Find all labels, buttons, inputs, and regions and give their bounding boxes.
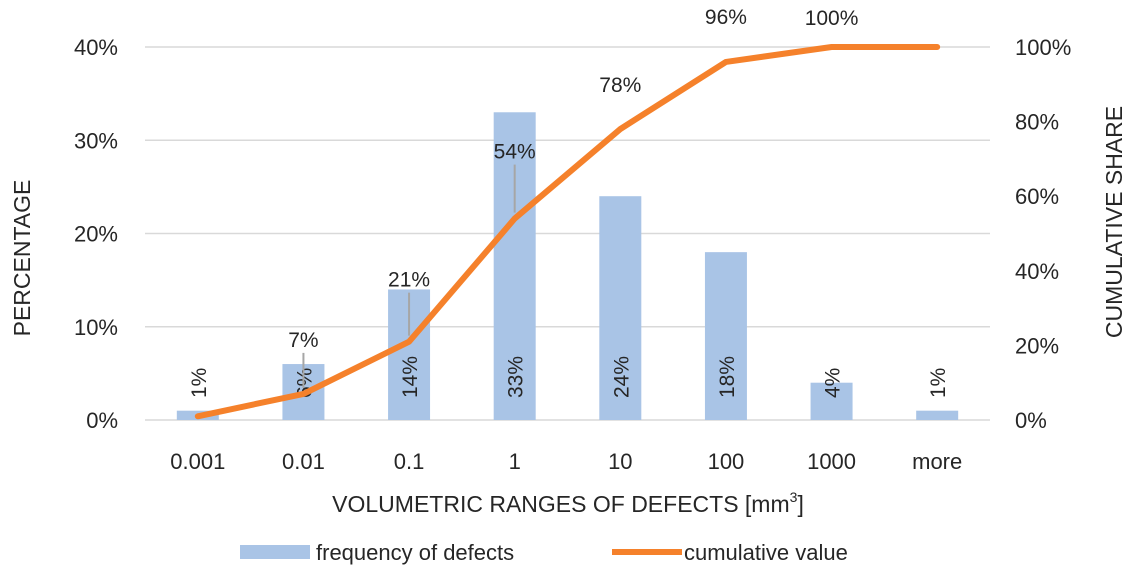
y-axis-left: 0% 10% 20% 30% 40% <box>74 35 118 433</box>
x-tick-label: 100 <box>708 449 745 474</box>
bar-data-label: 1% <box>188 368 211 398</box>
bar-data-labels: 1% 6% 14% 33% 24% 18% 4% 1% <box>188 356 950 398</box>
x-axis-title: VOLUMETRIC RANGES OF DEFECTS [mm3] <box>332 489 804 517</box>
bar <box>599 196 642 420</box>
cumulative-data-label: 78% <box>599 74 641 97</box>
bar-data-label: 14% <box>399 356 422 398</box>
y-right-tick-label: 0% <box>1015 408 1047 433</box>
x-tick-label: 1000 <box>807 449 856 474</box>
x-tick-label: 0.1 <box>394 449 425 474</box>
y-right-tick-label: 20% <box>1015 333 1059 358</box>
legend-swatch-frequency <box>240 545 310 559</box>
y-right-tick-label: 80% <box>1015 110 1059 135</box>
x-axis: 0.001 0.01 0.1 1 10 100 1000 more <box>170 449 962 474</box>
y-axis-right-title: CUMULATIVE SHARE <box>1101 106 1127 338</box>
bar <box>493 112 536 421</box>
y-axis-title: PERCENTAGE <box>9 180 35 337</box>
y-tick-label: 30% <box>74 128 118 153</box>
y-right-tick-label: 40% <box>1015 259 1059 284</box>
bar <box>704 252 747 420</box>
y-tick-label: 0% <box>86 408 118 433</box>
x-tick-label: 0.001 <box>170 449 225 474</box>
x-axis-title-sup: 3 <box>790 489 798 505</box>
legend: frequency of defects cumulative value <box>240 540 848 565</box>
gridlines <box>145 46 990 421</box>
x-tick-label: 10 <box>608 449 632 474</box>
x-tick-label: 1 <box>509 449 521 474</box>
bar <box>916 410 959 420</box>
cumulative-line <box>194 44 941 420</box>
label-leader-lines <box>302 164 516 388</box>
legend-label-frequency: frequency of defects <box>316 540 514 565</box>
y-axis-right: 0% 20% 40% 60% 80% 100% <box>1015 35 1071 433</box>
cumulative-data-label: 7% <box>288 329 318 352</box>
bar <box>810 382 853 420</box>
bar-data-label: 18% <box>716 356 739 398</box>
cumulative-data-labels: 7% 21% 54% 78% 96% 100% <box>288 6 858 352</box>
y-tick-label: 40% <box>74 35 118 60</box>
y-tick-label: 10% <box>74 315 118 340</box>
cumulative-series-line <box>194 44 941 420</box>
x-tick-label: more <box>912 449 962 474</box>
cumulative-data-label: 54% <box>494 141 536 164</box>
cumulative-data-label: 21% <box>388 269 430 292</box>
cumulative-data-label: 100% <box>805 7 859 30</box>
y-right-tick-label: 100% <box>1015 35 1071 60</box>
x-tick-label: 0.01 <box>282 449 325 474</box>
x-axis-title-main: VOLUMETRIC RANGES OF DEFECTS [mm <box>332 491 789 517</box>
bar-data-label: 1% <box>927 368 950 398</box>
x-axis-title-end: ] <box>797 491 803 517</box>
cumulative-data-label: 96% <box>705 6 747 29</box>
legend-label-cumulative: cumulative value <box>684 540 848 565</box>
y-right-tick-label: 60% <box>1015 184 1059 209</box>
y-tick-label: 20% <box>74 222 118 247</box>
bar-data-label: 33% <box>505 356 528 398</box>
bar-data-label: 24% <box>610 356 633 398</box>
bar-data-label: 4% <box>822 368 845 398</box>
